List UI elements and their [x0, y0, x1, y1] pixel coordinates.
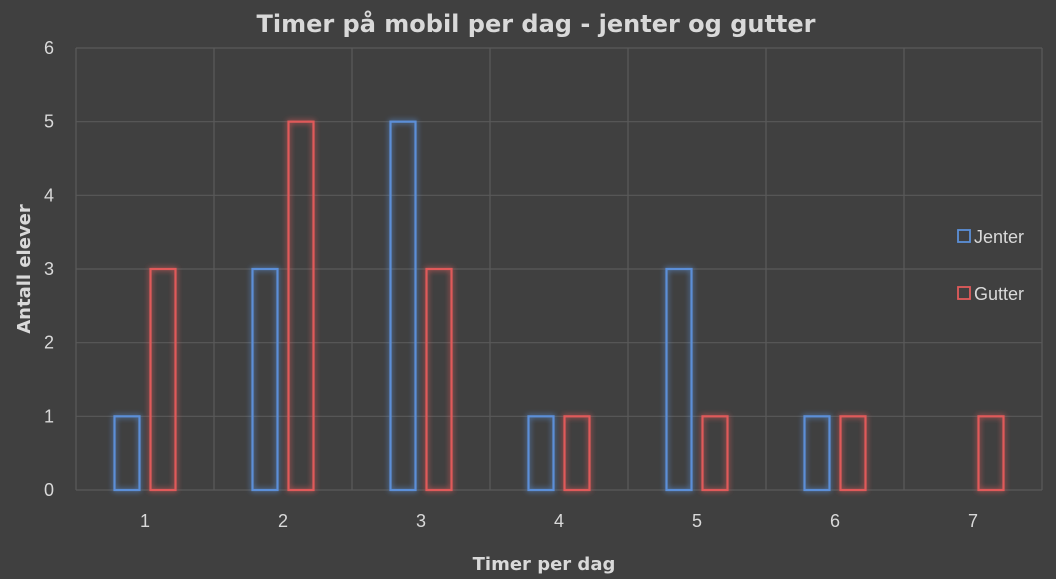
bar-gutter — [977, 415, 1005, 492]
chart-title: Timer på mobil per dag - jenter og gutte… — [256, 9, 815, 38]
bar-jenter — [389, 120, 417, 492]
legend-label-gutter: Gutter — [974, 284, 1024, 304]
bar-gutter — [149, 267, 177, 492]
bars — [113, 120, 1005, 492]
y-tick-label: 1 — [44, 406, 54, 426]
x-tick-label: 5 — [692, 511, 702, 531]
x-tick-label: 4 — [554, 511, 564, 531]
y-axis-title: Antall elever — [14, 204, 35, 334]
bar-jenter — [251, 267, 279, 492]
y-tick-label: 6 — [44, 38, 54, 58]
y-tick-label: 5 — [44, 112, 54, 132]
bar-gutter — [425, 267, 453, 492]
bar-jenter — [803, 415, 831, 492]
bar-jenter — [665, 267, 693, 492]
legend: Jenter Gutter — [957, 227, 1024, 304]
bar-gutter — [839, 415, 867, 492]
x-tick-label: 1 — [140, 511, 150, 531]
legend-swatch-jenter — [957, 229, 971, 243]
bar-jenter — [113, 415, 141, 492]
x-tick-label: 6 — [830, 511, 840, 531]
legend-label-jenter: Jenter — [974, 227, 1024, 247]
tick-labels: 0 1 2 3 4 5 6 1 2 3 4 5 6 7 — [44, 38, 978, 531]
legend-swatch-gutter — [957, 286, 971, 300]
grid-lines — [75, 47, 1043, 491]
bar-jenter — [527, 415, 555, 492]
y-tick-label: 3 — [44, 259, 54, 279]
y-tick-label: 4 — [44, 185, 54, 205]
y-tick-label: 2 — [44, 333, 54, 353]
x-tick-label: 2 — [278, 511, 288, 531]
x-tick-label: 7 — [968, 511, 978, 531]
y-tick-label: 0 — [44, 480, 54, 500]
bar-gutter — [287, 120, 315, 492]
bar-gutter — [563, 415, 591, 492]
x-axis-title: Timer per dag — [473, 554, 616, 575]
x-tick-label: 3 — [416, 511, 426, 531]
bar-gutter — [701, 415, 729, 492]
